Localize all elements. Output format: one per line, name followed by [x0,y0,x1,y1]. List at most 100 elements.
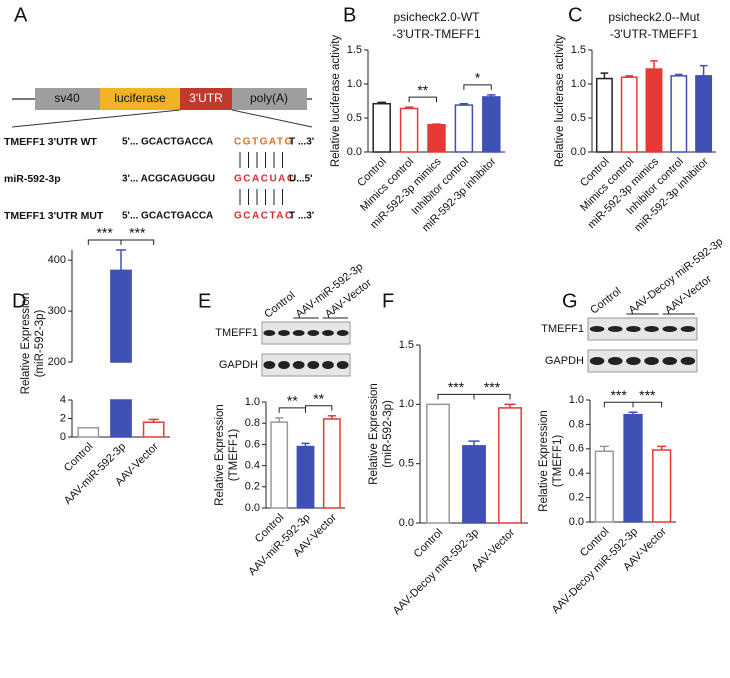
blot-band [626,357,641,365]
y-tick-label: 0 [60,431,66,443]
bar [399,107,419,153]
significance-bracket [603,401,634,408]
panel-label: D [12,290,26,312]
bar [322,418,341,509]
y-axis-label: Relative luciferase activity [554,35,566,168]
y-axis-label: Relative Expression [214,404,226,506]
bar [645,68,663,153]
panel-label: G [562,290,578,312]
bar [462,445,486,524]
blot-band [662,326,678,332]
y-tick-label: 1.0 [569,394,584,406]
y-tick-label: 1.0 [245,396,260,408]
sequence: 3'... ACGCAGUGGU [122,174,215,185]
y-tick-label: 0.6 [569,443,584,455]
y-axis-label: Relative Expression [538,410,550,512]
y-tick-label: 0.2 [569,492,584,504]
y-tick-label: 0.5 [347,112,362,124]
significance-bracket [278,407,306,413]
y-tick-label: 0.5 [571,112,586,124]
significance-bracket [87,239,122,245]
blot-band [263,361,276,369]
blot-band [322,361,334,369]
blot-band [644,357,659,365]
y-tick-label: 1.5 [571,44,586,56]
y-tick-label: 0.6 [245,438,260,450]
bar [110,399,132,438]
y-tick-label: 0.0 [571,146,586,158]
bar [482,96,501,153]
blot-strip [261,353,351,377]
panel-label: C [568,4,582,26]
blot-band [662,357,678,365]
bar [296,445,315,509]
significance-bracket [408,96,437,103]
y-tick-label: 0.4 [245,460,260,472]
y-axis-label: (TMEFF1) [552,435,564,488]
y-tick-label: 1.0 [571,78,586,90]
y-tick-label: 0.0 [347,146,362,158]
y-tick-label: 1.0 [347,78,362,90]
blot-row-label: TMEFF1 [541,323,584,335]
luciferase-box [100,88,180,110]
blot-band [292,361,305,369]
blot-strip [261,321,351,345]
blot-strip [587,317,698,341]
significance-bracket [305,405,333,411]
y-tick-label: 0.8 [569,418,584,430]
blot-band [263,330,276,336]
panel-label: B [343,4,356,26]
polya-box [232,88,307,110]
blot-band [278,330,290,336]
binding-site: GCACTAC [234,211,294,222]
y-axis-label: (miR-592-3p) [34,309,46,377]
panel-label: F [382,290,394,312]
lane-label: Control [588,285,623,316]
segment-label: luciferase [114,91,166,105]
significance-label: ** [313,390,324,406]
blot-band [589,326,605,332]
chart-subtitle: -3'UTR-TMEFF1 [610,27,699,41]
significance-label: ** [417,82,428,98]
segment-label: poly(A) [250,91,288,105]
lane-label: Control [262,289,297,320]
significance-bracket [632,401,663,408]
bar [620,76,638,153]
sequence: 5'... GCACTGACCA [122,137,213,148]
zoom-line [11,109,181,128]
y-tick-label: 400 [48,254,66,266]
bar [372,102,391,153]
blot-row-label: GAPDH [219,359,258,371]
sequence: T ...3' [289,211,314,222]
y-tick-label: 2 [60,412,66,424]
blot-band [336,361,349,369]
blot-band [589,357,605,365]
y-tick-label: 0.4 [569,467,584,479]
y-axis-label: Relative Expression [20,293,32,395]
y-tick-label: 1.5 [399,339,414,351]
blot-band [307,330,320,336]
blot-band [607,326,623,332]
y-tick-label: 0.0 [245,502,260,514]
zoom-line [231,109,313,128]
chart-title: psicheck2.0--Mut [608,10,700,24]
bar [270,421,289,509]
significance-label: *** [129,225,146,241]
blot-band [278,361,290,369]
sequence: U...5' [289,174,313,185]
y-axis-label: Relative Expression [368,383,380,485]
row-label: TMEFF1 3'UTR MUT [4,210,104,222]
bar [670,75,688,153]
y-tick-label: 300 [48,305,66,317]
row-label: TMEFF1 3'UTR WT [4,136,97,148]
segment-label: 3'UTR [189,91,223,105]
sequence: T ...3' [289,137,314,148]
blot-band [680,326,696,332]
significance-bracket [120,239,155,245]
bar [595,77,613,153]
bar [110,269,132,363]
bar [623,413,643,523]
sv40-box [35,88,100,110]
x-tick-label: Control [412,527,446,561]
significance-bracket [437,393,475,400]
